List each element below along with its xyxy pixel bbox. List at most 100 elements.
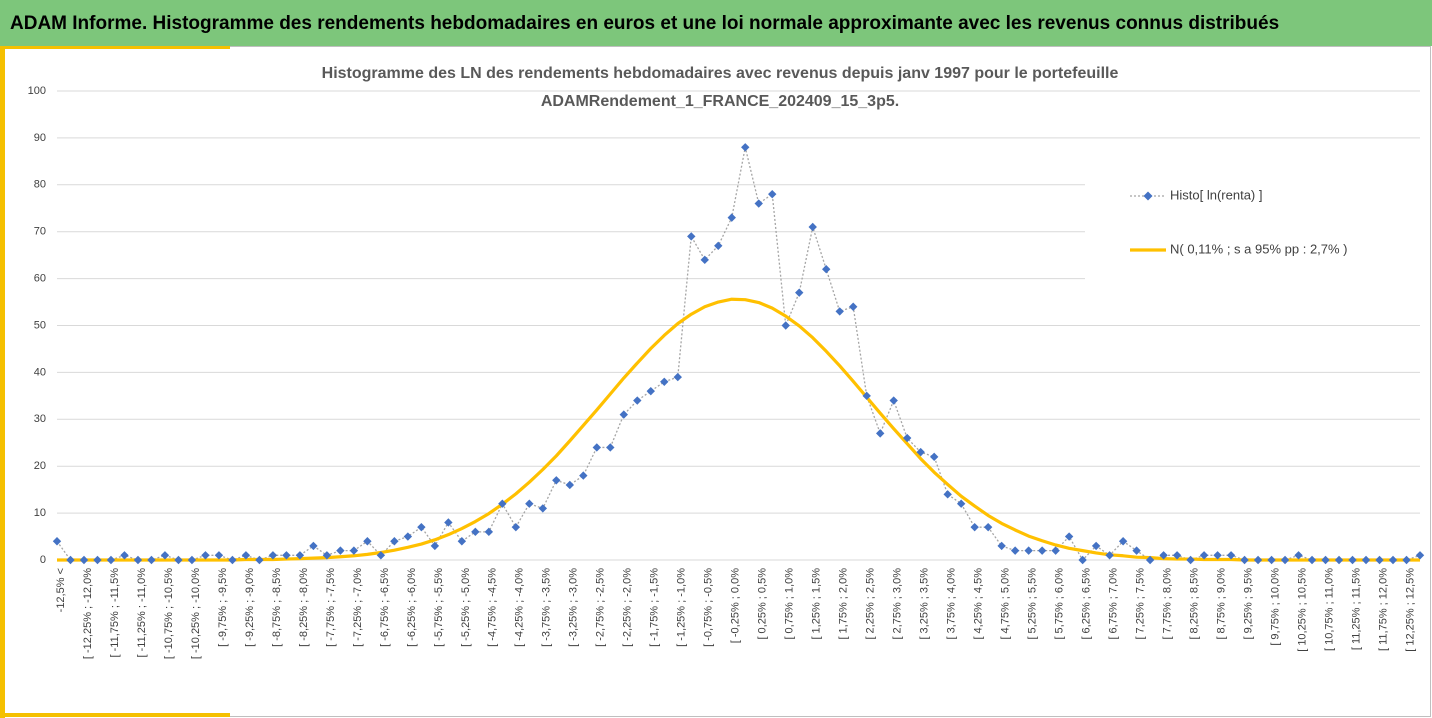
marker [727,213,736,222]
accent [0,46,230,49]
marker [1145,555,1155,565]
x-tick-label: [ -9,25% ; -9,0% [244,568,256,647]
x-tick-label: [ 12,25% ; 12,5% [1404,568,1416,652]
marker [79,555,89,565]
marker [295,551,305,560]
marker [525,499,534,508]
x-tick-label: [ 8,25% ; 8,5% [1188,568,1200,640]
marker [511,522,521,532]
x-tick-label: [ -2,25% ; -2,0% [622,568,634,647]
x-tick-label: [ 5,25% ; 5,5% [1027,568,1039,640]
marker [646,386,655,396]
y-tick-label: 60 [34,273,46,285]
marker [1388,555,1398,565]
x-tick-label: [ -4,25% ; -4,0% [514,568,526,647]
marker [1213,551,1222,560]
marker [1253,555,1263,565]
y-tick-label: 10 [34,507,46,519]
marker [1267,555,1276,565]
x-tick-label: [ -6,25% ; -6,0% [406,568,418,647]
marker [606,443,615,452]
x-tick-label: [ 8,75% ; 9,0% [1215,568,1227,640]
marker [457,537,467,546]
marker [1199,551,1209,560]
x-tick-label: [ 10,25% ; 10,5% [1296,568,1308,652]
x-tick-label: [ -3,75% ; -3,5% [541,568,553,647]
marker [1321,555,1330,565]
marker [754,199,763,208]
x-tick-label: [ 6,25% ; 6,5% [1081,568,1093,640]
marker [214,551,224,560]
accent [0,46,5,718]
marker [52,537,62,546]
marker [1132,546,1141,555]
marker [1037,546,1047,555]
x-tick-label: [ 4,75% ; 5,0% [1000,568,1012,640]
x-tick-label: [ 2,25% ; 2,5% [865,568,877,640]
marker [160,551,170,560]
marker [174,555,183,565]
marker [471,527,480,537]
y-tick-label: 0 [40,554,46,566]
marker [781,321,790,330]
marker [349,546,359,555]
x-tick-label: [ -9,75% ; -9,5% [217,568,229,647]
marker [147,555,156,565]
marker [66,555,75,565]
x-tick-label: [ -3,25% ; -3,0% [568,568,580,647]
x-tick-label: [ -12,25% ; -12,0% [82,568,94,659]
marker [1159,551,1168,560]
marker [822,265,831,274]
marker [983,522,993,532]
marker [633,396,642,405]
marker [808,222,817,232]
marker [997,541,1006,551]
chart-title: Histogramme des LN des rendements hebdom… [322,65,1119,82]
marker [875,429,885,438]
marker [768,189,777,199]
marker [1226,551,1236,560]
marker [687,232,696,241]
x-tick-label: [ -0,25% ; 0,0% [730,568,742,643]
marker [444,518,453,527]
marker [1415,551,1425,560]
marker [849,302,858,311]
marker [1280,555,1290,565]
marker [1186,555,1195,565]
marker [538,504,548,513]
x-tick-label: [ 9,25% ; 9,5% [1242,568,1254,640]
marker [133,555,143,565]
marker [309,541,318,551]
marker [322,551,332,560]
marker [1375,555,1384,565]
x-tick-label: [ -1,75% ; -1,5% [649,568,661,647]
marker [498,499,507,508]
marker [228,555,237,565]
y-tick-label: 40 [34,366,46,378]
x-tick-label: [ -10,25% ; -10,0% [190,568,202,659]
x-tick-label: [ 1,25% ; 1,5% [811,568,823,640]
y-tick-label: 30 [34,413,46,425]
x-tick-label: [ 6,75% ; 7,0% [1108,568,1120,640]
x-tick-label: [ 4,25% ; 4,5% [973,568,985,640]
marker [417,522,426,532]
x-tick-label: [ 3,75% ; 4,0% [946,568,958,640]
y-tick-label: 80 [34,179,46,191]
legend [1085,168,1425,280]
x-tick-label: [ 7,25% ; 7,5% [1135,568,1147,640]
x-tick-label: [ 7,75% ; 8,0% [1162,568,1174,640]
x-tick-label: [ -0,75% ; -0,5% [703,568,715,647]
marker [376,551,386,560]
marker [835,307,844,316]
marker [1010,546,1020,555]
marker [187,555,197,565]
x-tick-label: [ -11,25% ; -11,0% [136,568,148,658]
marker [700,255,709,265]
x-tick-label: [ -7,75% ; -7,5% [325,568,337,647]
x-tick-label: [ 3,25% ; 3,5% [919,568,931,640]
marker [673,372,682,382]
marker [660,377,669,386]
marker [1307,555,1317,565]
marker [1105,551,1114,560]
